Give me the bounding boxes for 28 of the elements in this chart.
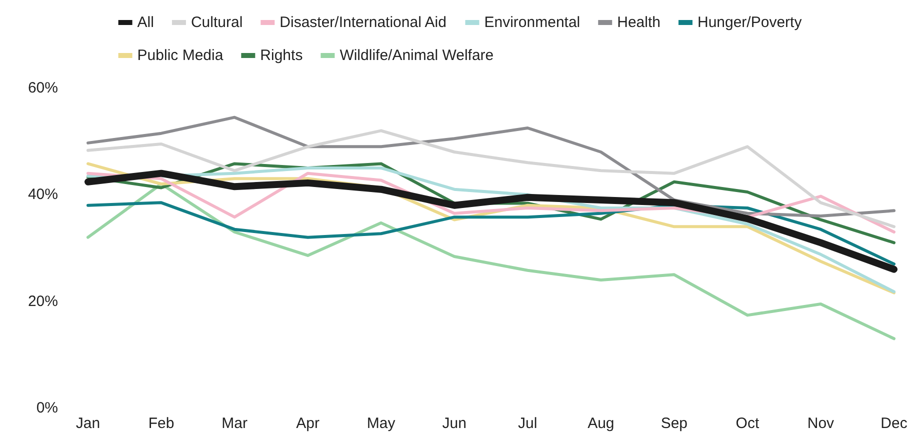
x-tick-label: Feb — [148, 415, 174, 432]
x-tick-label: Jun — [442, 415, 466, 432]
legend-label: Disaster/International Aid — [280, 14, 446, 31]
x-tick-label: Mar — [222, 415, 248, 432]
x-tick-label: Dec — [880, 415, 908, 432]
line-series — [86, 116, 896, 218]
x-tick-label: Oct — [736, 415, 760, 432]
y-tick-label: 20% — [28, 292, 58, 310]
legend-label: Environmental — [484, 14, 580, 31]
line-series — [86, 182, 896, 340]
legend-label: Public Media — [137, 47, 224, 64]
legend-label: Rights — [260, 47, 303, 64]
legend-label: All — [137, 14, 154, 31]
y-tick-label: 0% — [36, 400, 58, 416]
x-tick-label: Jan — [76, 415, 100, 432]
x-tick-label: Nov — [807, 415, 835, 432]
x-tick-label: Sep — [660, 415, 688, 432]
legend-label: Health — [617, 14, 660, 31]
x-tick-label: Jul — [518, 415, 538, 432]
x-tick-label: Aug — [588, 415, 614, 432]
x-tick-label: Apr — [296, 415, 320, 432]
y-tick-label: 40% — [28, 186, 58, 204]
line-series — [86, 129, 896, 228]
legend-label: Hunger/Poverty — [697, 14, 802, 31]
legend-label: Cultural — [190, 14, 243, 31]
x-tick-label: May — [366, 415, 396, 432]
y-tick-label: 60% — [28, 80, 58, 96]
legend-label: Wildlife/Animal Welfare — [340, 47, 494, 64]
